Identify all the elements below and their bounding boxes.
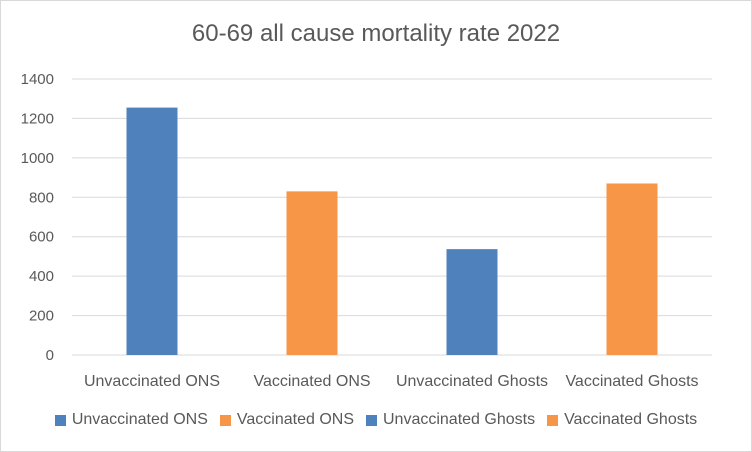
- x-tick-label: Vaccinated Ghosts: [565, 373, 698, 390]
- y-tick-label: 0: [46, 347, 54, 364]
- legend-label-3: Unvaccinated Ghosts: [382, 411, 536, 428]
- legend-swatch-1: [54, 414, 66, 426]
- x-tick-label: Unvaccinated ONS: [84, 373, 220, 390]
- y-tick-label: 600: [29, 229, 54, 246]
- legend-item-2: Vaccinated ONS: [219, 411, 354, 429]
- legend-label-1: Unvaccinated ONS: [71, 411, 208, 428]
- y-tick-label: 1400: [21, 71, 54, 88]
- legend-item-1: Unvaccinated ONS: [54, 411, 208, 429]
- legend-swatch-4: [547, 414, 559, 426]
- bar-4: [606, 183, 658, 355]
- y-tick-label: 1000: [21, 150, 54, 167]
- chart-title: 60-69 all cause mortality rate 2022: [191, 20, 561, 47]
- bar-2: [286, 191, 338, 355]
- x-tick-label: Unvaccinated Ghosts: [396, 373, 548, 390]
- legend-label-4: Vaccinated Ghosts: [564, 411, 698, 428]
- bar-1: [126, 107, 178, 355]
- legend-label-2: Vaccinated ONS: [236, 411, 354, 428]
- legend-swatch-2: [219, 414, 231, 426]
- legend-swatch-3: [365, 414, 377, 426]
- legend-item-3: Unvaccinated Ghosts: [365, 411, 536, 429]
- chart-legend: Unvaccinated ONS Vaccinated ONS Unvaccin…: [0, 411, 752, 429]
- y-tick-label: 200: [29, 308, 54, 325]
- y-tick-label: 400: [29, 268, 54, 285]
- y-tick-label: 800: [29, 189, 54, 206]
- legend-item-4: Vaccinated Ghosts: [547, 411, 697, 429]
- y-tick-label: 1200: [21, 110, 54, 127]
- bar-3: [446, 249, 498, 355]
- x-tick-label: Vaccinated ONS: [253, 373, 370, 390]
